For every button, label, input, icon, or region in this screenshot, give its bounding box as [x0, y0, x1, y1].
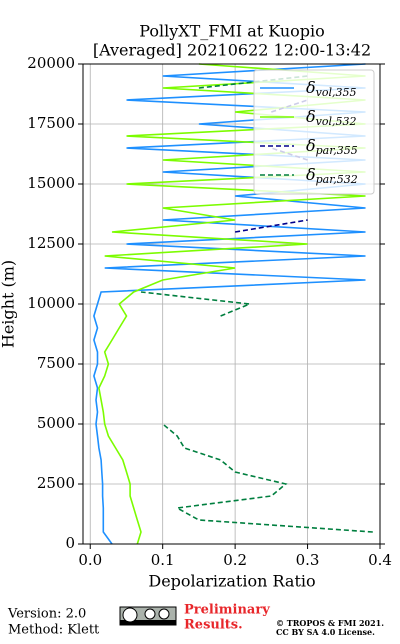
- x-tick-label: 0.3: [296, 551, 320, 569]
- plot-frame: [82, 63, 381, 545]
- x-tick-label: 0.2: [223, 551, 247, 569]
- y-tick-label: 17500: [27, 114, 75, 132]
- legend-label: δvol,355: [306, 78, 357, 100]
- footer-method: Method: Klett: [8, 623, 100, 638]
- chart-title: PollyXT_FMI at Kuopio: [139, 22, 325, 41]
- chart-subtitle: [Averaged] 20210622 12:00-13:42: [93, 41, 371, 60]
- y-tick-label: 0: [65, 534, 75, 552]
- y-axis-label: Height (m): [0, 260, 18, 348]
- x-tick-label: 0.1: [151, 551, 175, 569]
- legend-label: δpar,355: [306, 136, 358, 158]
- y-tick-label: 7500: [37, 354, 75, 372]
- footer-copyright: © TROPOS & FMI 2021.: [276, 618, 384, 628]
- y-tick-label: 2500: [37, 474, 75, 492]
- footer-notice: Preliminary: [184, 603, 270, 618]
- footer-version: Version: 2.0: [7, 607, 86, 622]
- x-tick-label: 0.0: [78, 551, 102, 569]
- profile-line: [93, 63, 366, 545]
- footer-notice: Results.: [184, 618, 243, 633]
- y-tick-label: 15000: [27, 174, 75, 192]
- y-tick-label: 10000: [27, 294, 75, 312]
- legend-label: δvol,532: [306, 107, 357, 129]
- legend-label: δpar,532: [306, 165, 358, 187]
- cc-logo: [119, 606, 177, 626]
- footer-license: CC BY SA 4.0 License.: [276, 627, 375, 637]
- y-tick-label: 12500: [27, 234, 75, 252]
- y-tick-label: 5000: [37, 414, 75, 432]
- x-axis-label: Depolarization Ratio: [148, 572, 315, 591]
- x-tick-label: 0.4: [368, 551, 392, 569]
- legend-box: [253, 69, 375, 195]
- y-tick-label: 20000: [27, 54, 75, 72]
